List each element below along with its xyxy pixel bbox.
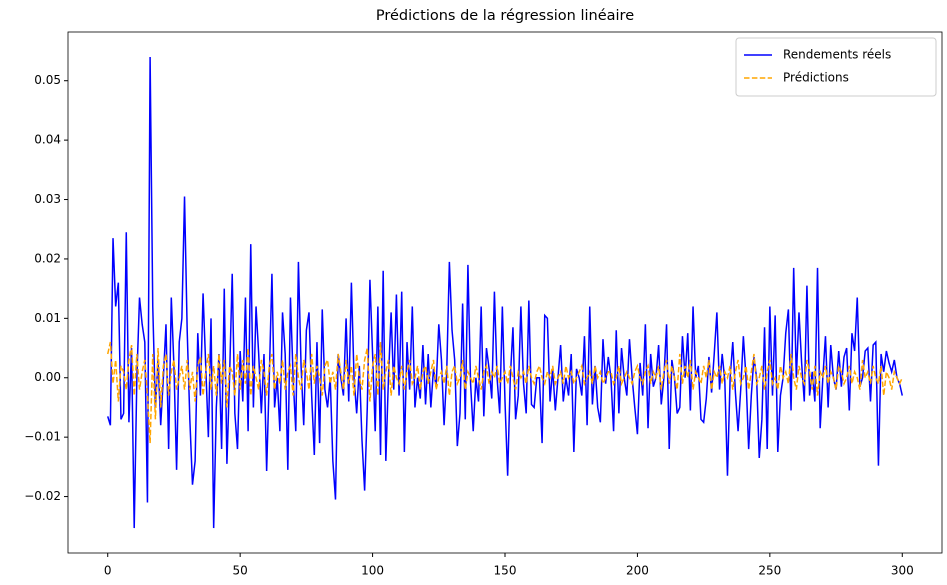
x-tick-label: 250 [758,564,781,578]
x-tick-label: 50 [233,564,248,578]
legend-label: Rendements réels [783,48,891,62]
axes-frame [67,31,943,554]
y-tick-label: −0.01 [24,430,61,444]
x-tick-label: 300 [891,564,914,578]
x-tick-label: 0 [104,564,112,578]
y-tick-label: 0.02 [34,251,61,265]
x-tick-label: 100 [361,564,384,578]
x-tick-label: 200 [626,564,649,578]
data-line [107,56,904,529]
x-tick-label: 150 [494,564,517,578]
y-tick-label: 0.05 [34,73,61,87]
chart-title: Prédictions de la régression linéaire [376,8,634,24]
y-tick-label: 0.00 [34,370,61,384]
y-tick-label: −0.02 [24,489,61,503]
y-tick-label: 0.03 [34,192,61,206]
legend-label: Prédictions [783,71,849,85]
legend-box [735,37,937,97]
data-line [106,341,903,444]
y-tick-label: 0.01 [34,311,61,325]
y-tick-label: 0.04 [34,133,61,147]
